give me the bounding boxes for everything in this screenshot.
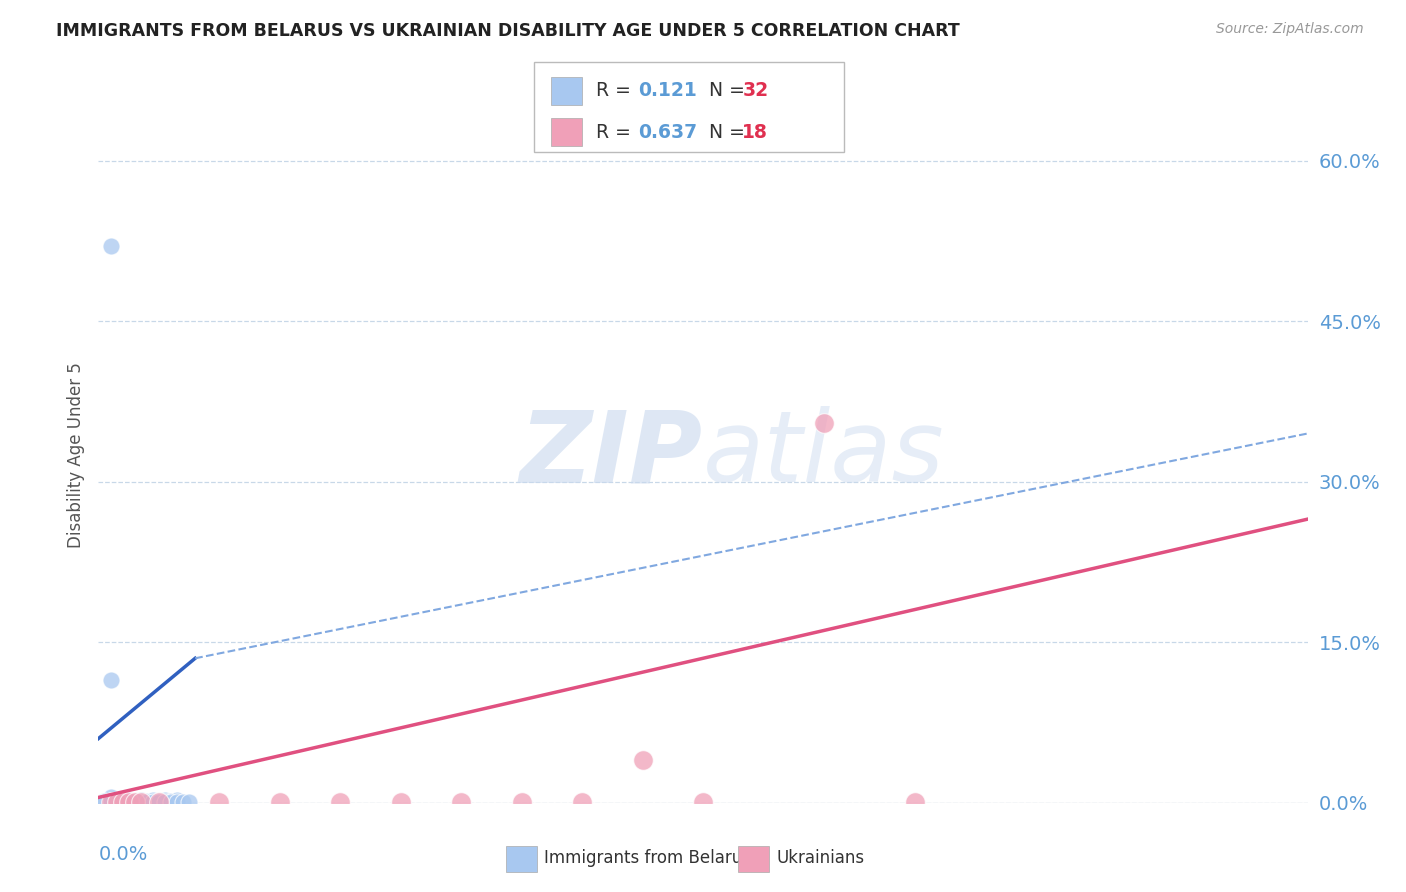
Point xyxy=(100,794,122,808)
Point xyxy=(100,673,122,687)
Point xyxy=(389,795,412,809)
Point xyxy=(208,795,231,809)
Text: 0.121: 0.121 xyxy=(638,81,697,101)
Point xyxy=(269,795,291,809)
Point xyxy=(129,795,152,809)
Point xyxy=(100,795,122,809)
Text: 0.0%: 0.0% xyxy=(98,845,148,863)
Text: N =: N = xyxy=(697,122,751,142)
Point xyxy=(148,795,170,809)
Point xyxy=(129,792,152,806)
Point xyxy=(111,795,134,809)
Text: N =: N = xyxy=(697,81,751,101)
Point xyxy=(166,792,188,806)
Text: IMMIGRANTS FROM BELARUS VS UKRAINIAN DISABILITY AGE UNDER 5 CORRELATION CHART: IMMIGRANTS FROM BELARUS VS UKRAINIAN DIS… xyxy=(56,22,960,40)
Point xyxy=(105,795,128,809)
Point xyxy=(100,239,122,253)
Y-axis label: Disability Age Under 5: Disability Age Under 5 xyxy=(66,362,84,548)
Point xyxy=(124,795,146,809)
Point xyxy=(142,795,165,809)
Point xyxy=(93,795,115,809)
Point xyxy=(148,795,170,809)
Point xyxy=(148,794,170,808)
Point xyxy=(510,795,533,809)
Point xyxy=(100,790,122,805)
Point xyxy=(111,794,134,808)
Point xyxy=(105,794,128,808)
Text: Source: ZipAtlas.com: Source: ZipAtlas.com xyxy=(1216,22,1364,37)
Point xyxy=(153,795,176,809)
Point xyxy=(105,792,128,806)
Point xyxy=(179,795,201,809)
Point xyxy=(160,795,183,809)
Point xyxy=(124,794,146,808)
Point xyxy=(135,794,157,808)
Point xyxy=(160,794,183,808)
Text: R =: R = xyxy=(596,122,637,142)
Point xyxy=(329,795,352,809)
Point xyxy=(153,792,176,806)
Point xyxy=(105,795,128,809)
Text: R =: R = xyxy=(596,81,637,101)
Point xyxy=(118,795,141,809)
Point xyxy=(450,795,472,809)
Point xyxy=(93,794,115,808)
Text: Ukrainians: Ukrainians xyxy=(776,849,865,867)
Point xyxy=(118,795,141,809)
Point xyxy=(813,416,835,430)
Text: 0.637: 0.637 xyxy=(638,122,697,142)
Text: atlas: atlas xyxy=(703,407,945,503)
Point xyxy=(135,795,157,809)
Point xyxy=(631,753,654,767)
Point xyxy=(692,795,714,809)
Point xyxy=(904,795,927,809)
Point xyxy=(118,792,141,806)
Text: 32: 32 xyxy=(742,81,769,101)
Point xyxy=(124,795,146,809)
Point xyxy=(100,795,122,809)
Text: 18: 18 xyxy=(742,122,768,142)
Text: Immigrants from Belarus: Immigrants from Belarus xyxy=(544,849,751,867)
Point xyxy=(142,792,165,806)
Point xyxy=(129,795,152,809)
Point xyxy=(166,795,188,809)
Point xyxy=(571,795,593,809)
Point xyxy=(172,795,194,809)
Text: ZIP: ZIP xyxy=(520,407,703,503)
Point xyxy=(111,795,134,809)
